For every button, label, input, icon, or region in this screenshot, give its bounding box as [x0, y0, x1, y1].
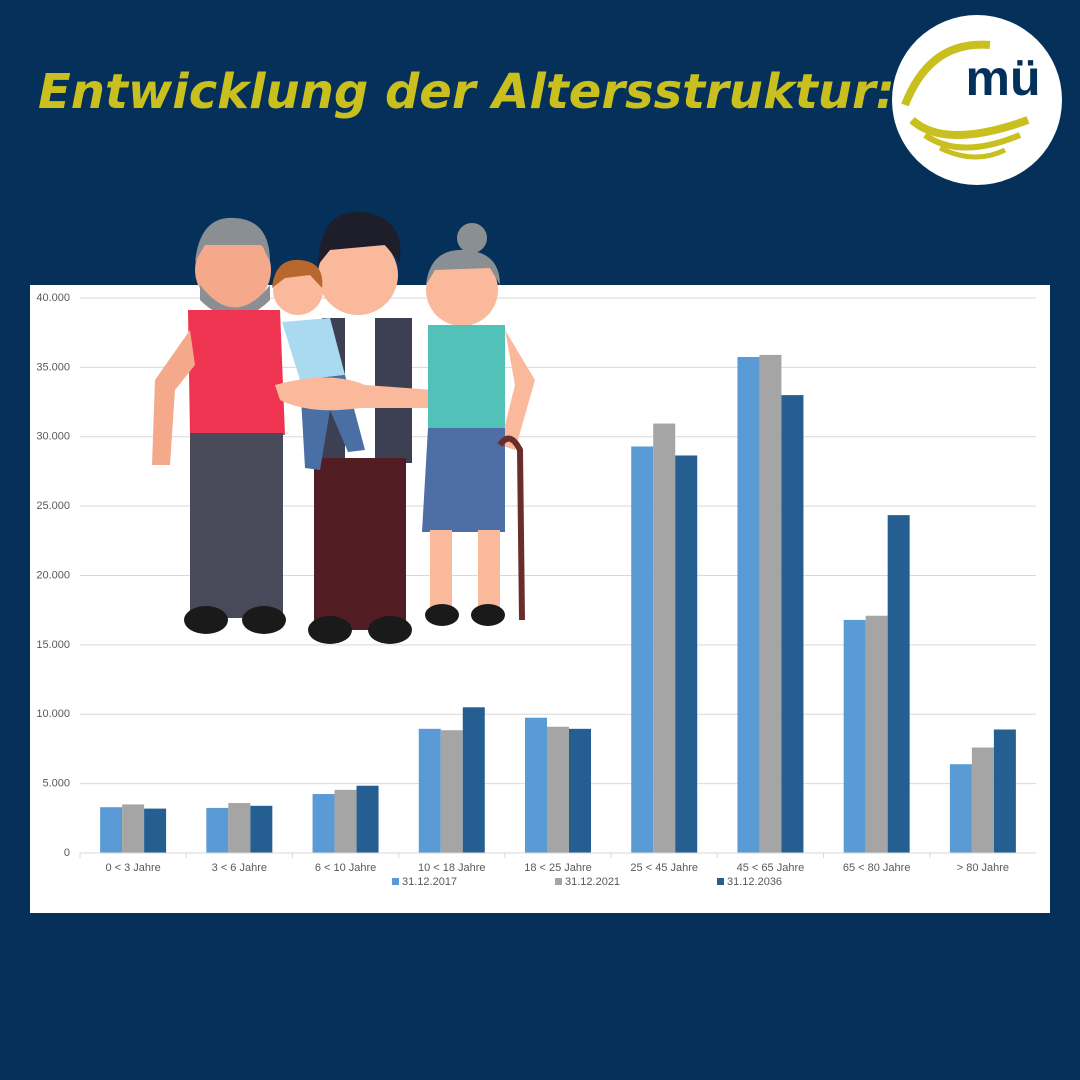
page-title: Entwicklung der Altersstruktur:	[38, 64, 895, 120]
bar	[334, 789, 357, 853]
y-tick-label: 35.000	[36, 361, 70, 373]
bar	[250, 805, 273, 853]
bar	[525, 717, 547, 853]
bar	[971, 747, 994, 853]
y-tick-label: 30.000	[36, 431, 70, 443]
bar	[356, 785, 379, 853]
bar	[547, 726, 569, 853]
bar	[631, 446, 654, 853]
y-tick-label: 5.000	[42, 778, 70, 790]
bar	[206, 807, 229, 853]
x-tick-label: 65 < 80 Jahre	[843, 862, 911, 874]
bar	[675, 455, 698, 853]
logo-text: mü	[966, 50, 1041, 106]
y-tick-label: 10.000	[36, 708, 70, 720]
bar	[144, 808, 167, 853]
legend-label: 31.12.2021	[565, 876, 620, 888]
bar	[843, 619, 866, 853]
logo: mü	[892, 15, 1062, 185]
bar	[653, 423, 676, 853]
bar	[569, 728, 591, 853]
x-tick-label: 0 < 3 Jahre	[105, 862, 160, 874]
legend-swatch	[392, 878, 399, 885]
bar	[228, 803, 251, 853]
bar	[100, 807, 123, 853]
bar	[887, 515, 910, 853]
bar	[759, 354, 782, 853]
x-tick-label: 3 < 6 Jahre	[212, 862, 267, 874]
x-tick-label: 6 < 10 Jahre	[315, 862, 376, 874]
bar	[781, 395, 804, 853]
bar	[993, 729, 1016, 853]
x-tick-label: 25 < 45 Jahre	[630, 862, 698, 874]
legend-label: 31.12.2036	[727, 876, 782, 888]
bar	[440, 730, 463, 853]
y-tick-label: 20.000	[36, 569, 70, 581]
y-tick-label: 25.000	[36, 500, 70, 512]
legend-swatch	[717, 878, 724, 885]
x-tick-label: 18 < 25 Jahre	[524, 862, 592, 874]
y-tick-label: 15.000	[36, 639, 70, 651]
x-tick-label: 45 < 65 Jahre	[737, 862, 805, 874]
plot: 0 5.000 10.000 15.000 20.000 25.000 30.000 35.0…	[36, 292, 1036, 888]
legend-swatch	[555, 878, 562, 885]
bar	[122, 804, 145, 853]
bar	[949, 764, 972, 853]
legend-label: 31.12.2017	[402, 876, 457, 888]
x-tick-label: 10 < 18 Jahre	[418, 862, 486, 874]
bar	[865, 615, 888, 853]
bar	[418, 728, 441, 853]
bar	[312, 794, 335, 853]
bar	[462, 707, 485, 853]
y-tick-label: 0	[64, 847, 70, 859]
y-tick-label: 40.000	[36, 292, 70, 304]
x-tick-label: > 80 Jahre	[957, 862, 1009, 874]
illustration	[152, 211, 535, 644]
bar	[737, 356, 760, 853]
